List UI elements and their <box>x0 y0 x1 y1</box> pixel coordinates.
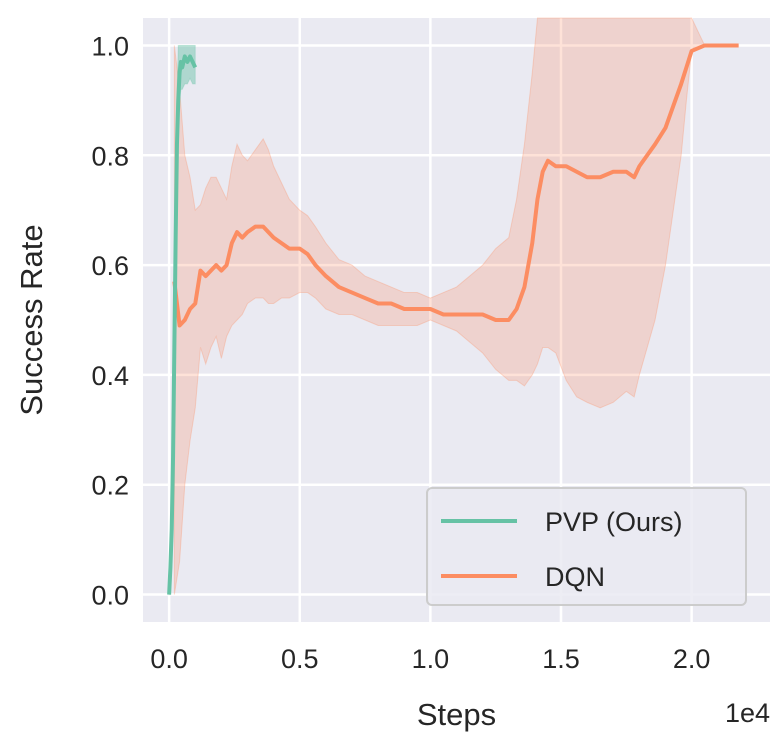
y-tick-label: 0.0 <box>91 581 129 611</box>
x-tick-label: 2.0 <box>673 644 711 674</box>
series-lines <box>167 43 739 595</box>
x-scale-label: 1e4 <box>725 698 770 728</box>
y-tick-label: 0.2 <box>91 471 129 501</box>
x-tick-label: 1.0 <box>412 644 450 674</box>
series-line <box>172 43 739 328</box>
legend-label: PVP (Ours) <box>545 507 683 537</box>
x-tick-label: 1.5 <box>542 644 580 674</box>
x-axis-label: Steps <box>417 697 496 732</box>
x-tick-label: 0.0 <box>150 644 188 674</box>
x-tick-labels: 0.0 0.5 1.0 1.5 2.0 <box>150 644 710 674</box>
y-tick-label: 0.4 <box>91 361 129 391</box>
x-tick-label: 0.5 <box>281 644 319 674</box>
y-tick-label: 0.6 <box>91 251 129 281</box>
legend: PVP (Ours) DQN <box>426 487 747 606</box>
y-axis-label: Success Rate <box>14 224 49 415</box>
y-tick-labels: 0.0 0.2 0.4 0.6 0.8 1.0 <box>91 31 129 610</box>
y-tick-label: 0.8 <box>91 141 129 171</box>
grid <box>143 18 770 622</box>
legend-label: DQN <box>545 562 605 592</box>
series-line <box>167 54 198 595</box>
y-tick-label: 1.0 <box>91 31 129 61</box>
